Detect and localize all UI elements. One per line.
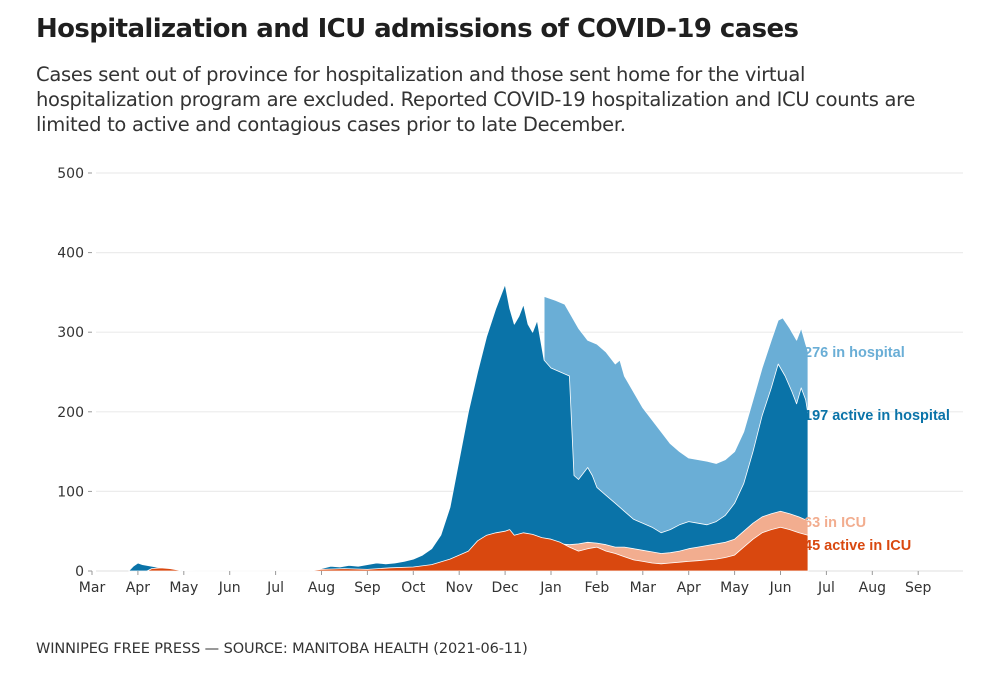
x-tick-label: Sep [905,580,932,596]
x-tick-label: May [169,580,198,596]
y-axis: 0 100 200 300 400 500 [57,166,92,580]
y-tick-label: 500 [57,166,84,182]
x-tick-label: Jun [218,580,241,596]
x-tick-label: Nov [446,580,473,596]
end-label-active-in-hospital: 197 active in hospital [804,408,950,424]
source-credit: WINNIPEG FREE PRESS — SOURCE: MANITOBA H… [36,641,528,657]
area-series [128,284,809,572]
area-active-in-hospital [128,284,809,572]
x-axis: Mar Apr May Jun Jul Aug Sep Oct Nov Dec Jan Feb Mar A… [79,571,932,596]
x-tick-label: Mar [630,580,657,596]
chart-title: Hospitalization and ICU admissions of CO… [36,14,799,44]
area-active-in-icu [146,526,809,572]
x-tick-label: Feb [585,580,610,596]
y-tick-label: 400 [57,246,84,262]
x-tick-label: Jan [539,580,562,596]
x-tick-label: Jun [769,580,792,596]
y-tick-label: 100 [57,484,84,500]
y-tick-label: 300 [57,325,84,341]
x-tick-label: Aug [859,580,886,596]
x-tick-label: Oct [401,580,426,596]
y-tick-label: 0 [75,564,84,580]
chart-subtitle: Cases sent out of province for hospitali… [36,63,916,136]
end-labels: 276 in hospital 197 active in hospital 63 … [804,345,950,554]
x-tick-label: Apr [677,580,701,596]
end-label-in-icu: 63 in ICU [804,515,866,531]
x-tick-label: Jul [266,580,284,596]
end-label-active-in-icu: 45 active in ICU [804,538,911,554]
x-tick-label: Sep [354,580,381,596]
x-tick-label: Aug [308,580,335,596]
x-tick-label: Dec [492,580,519,596]
x-tick-label: Mar [79,580,106,596]
x-tick-label: May [720,580,749,596]
x-tick-label: Jul [817,580,835,596]
y-tick-label: 200 [57,405,84,421]
x-tick-label: Apr [126,580,150,596]
end-label-in-hospital: 276 in hospital [804,345,905,361]
